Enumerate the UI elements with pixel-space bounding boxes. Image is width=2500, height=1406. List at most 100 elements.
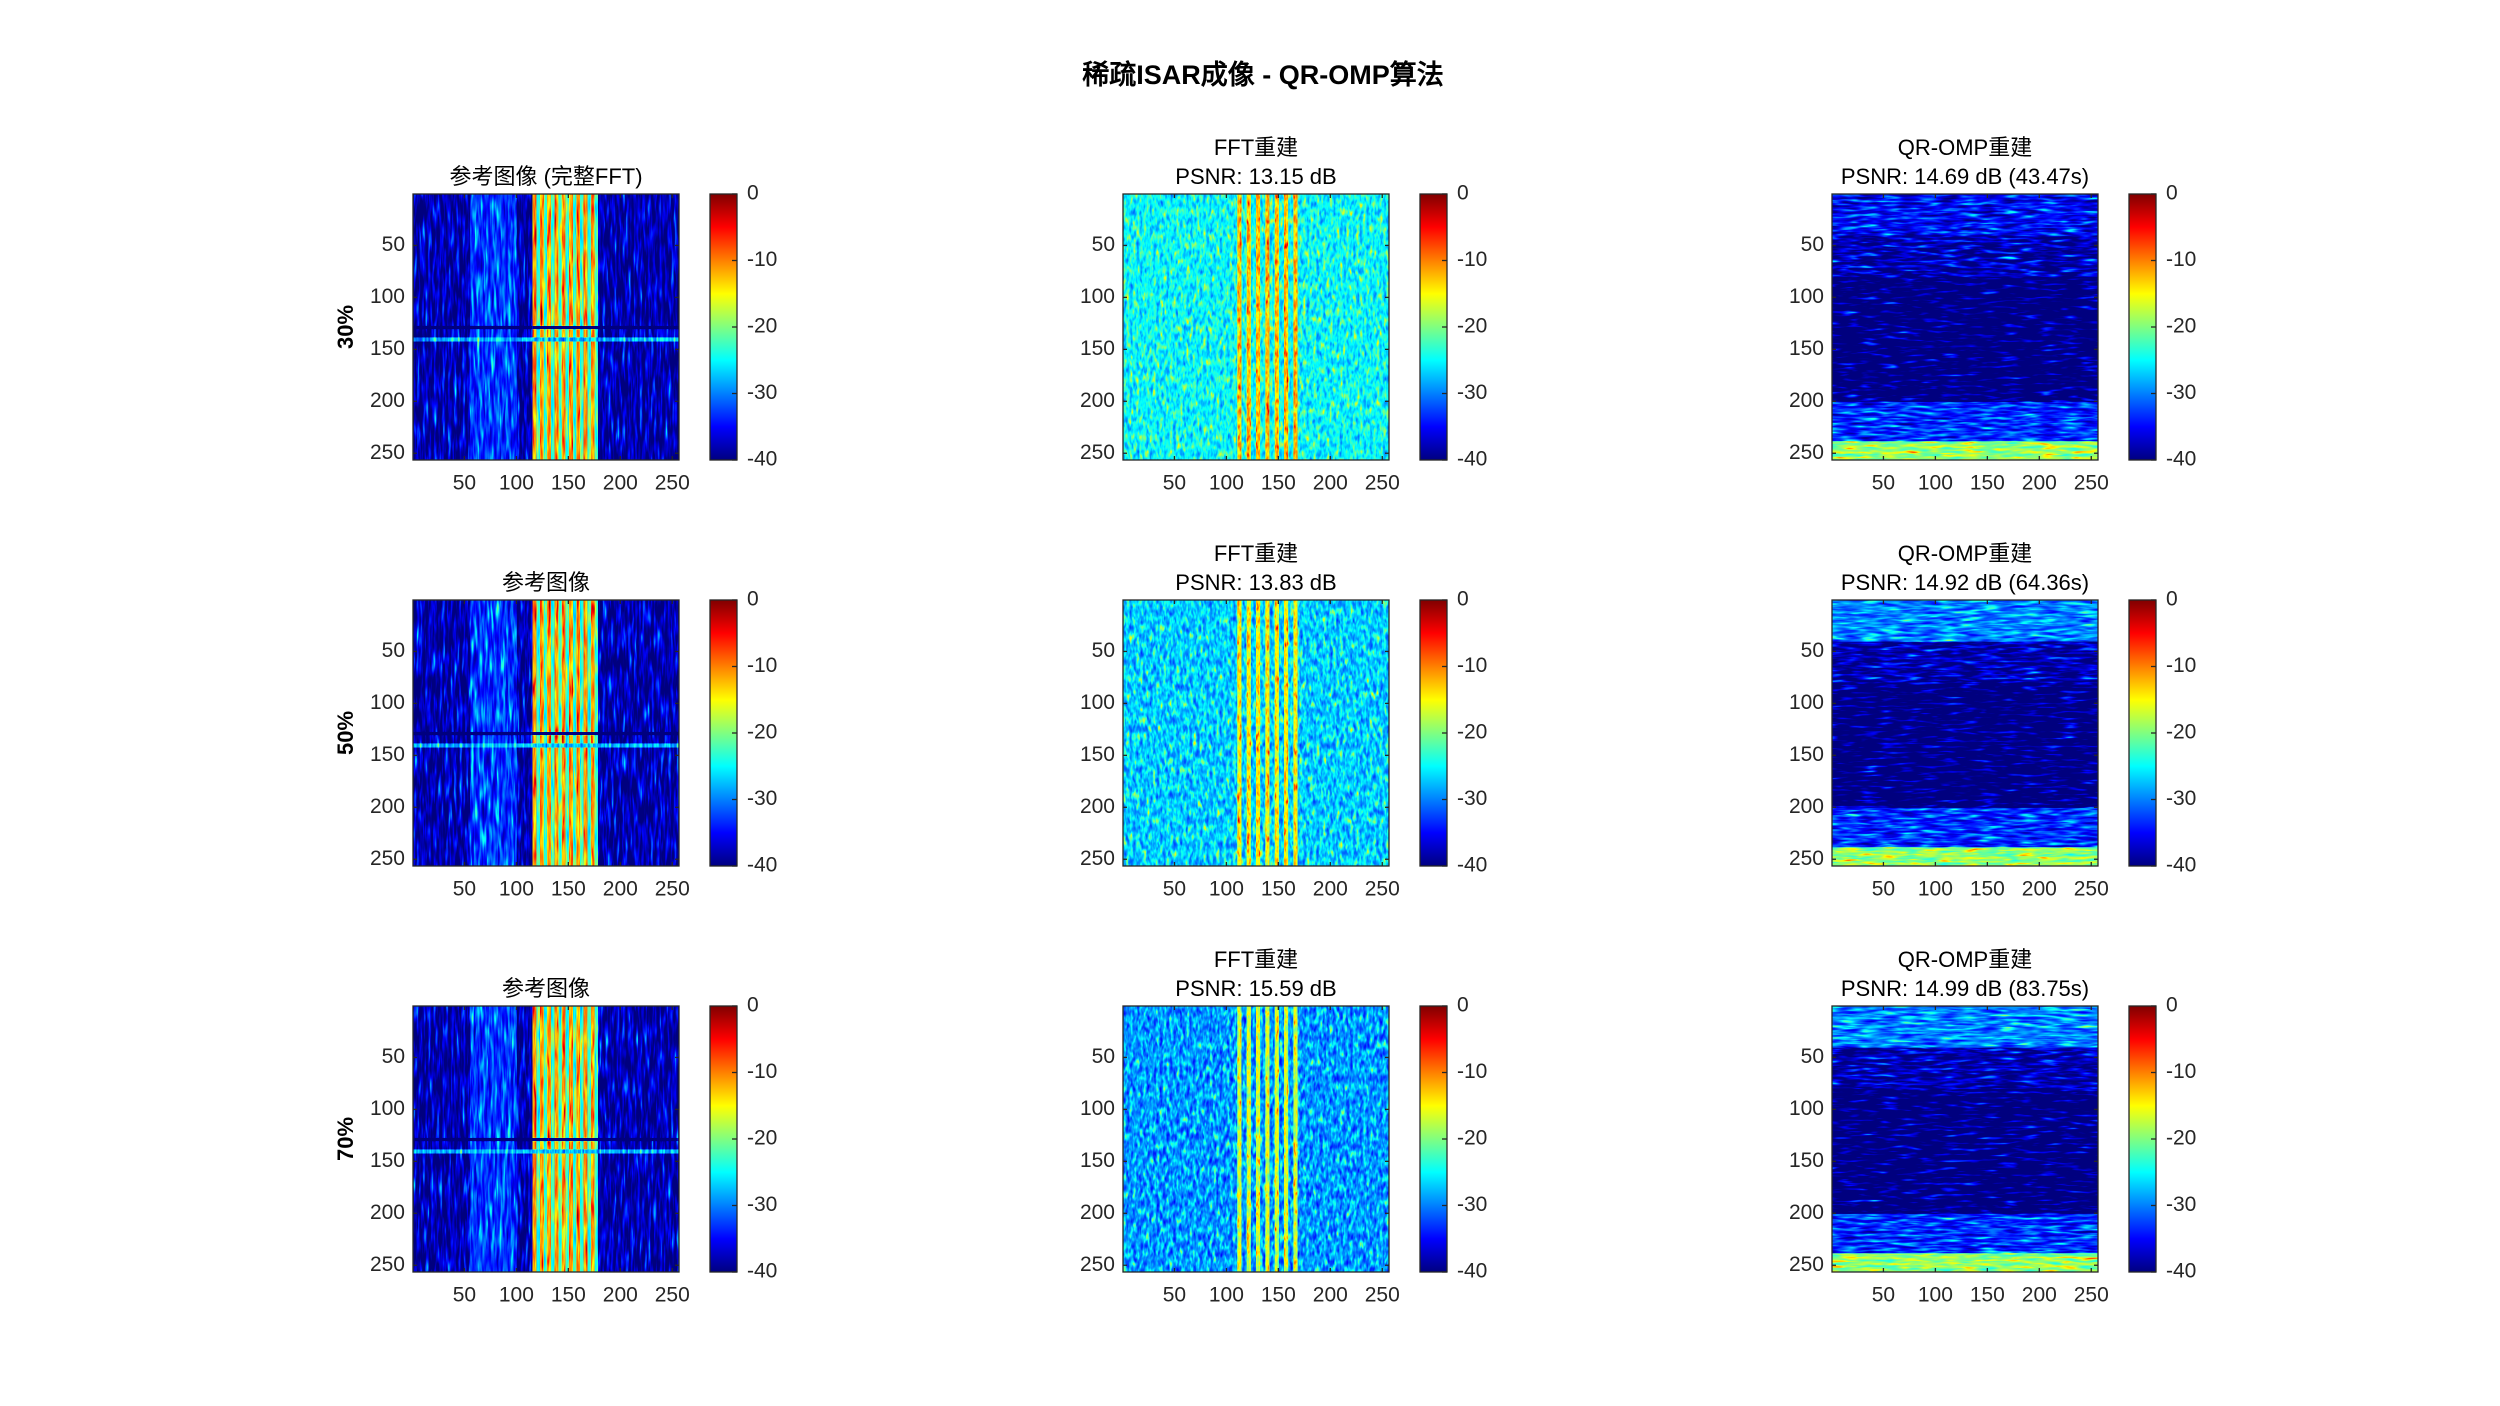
x-tick-label: 200	[2022, 1284, 2057, 1307]
x-tick-label: 50	[1163, 1284, 1186, 1307]
x-tick-label: 200	[1313, 1284, 1348, 1307]
x-tick-label: 50	[1872, 878, 1895, 901]
colorbar-tick-label: -30	[747, 787, 777, 810]
y-tick-label: 50	[1092, 639, 1115, 662]
x-tick-label: 100	[1209, 1284, 1244, 1307]
heatmap-image	[1123, 1006, 1389, 1272]
y-tick-label: 100	[1789, 1097, 1824, 1120]
y-tick-label: 200	[370, 1201, 405, 1224]
colorbar-tick-label: -40	[2166, 1260, 2196, 1283]
y-tick-label: 50	[382, 639, 405, 662]
axes-box	[1122, 1005, 1390, 1273]
heatmap-image	[413, 194, 679, 460]
axes-box	[1831, 193, 2099, 461]
colorbar-tick-label: -40	[747, 1260, 777, 1283]
subplot-title: QR-OMP重建	[1898, 135, 2032, 160]
axes-box	[1122, 599, 1390, 867]
x-tick-label: 100	[1918, 878, 1953, 901]
x-tick-label: 250	[655, 472, 690, 495]
axes-box	[1831, 599, 2099, 867]
y-tick-label: 250	[370, 1253, 405, 1276]
y-tick-label: 250	[1080, 441, 1115, 464]
heatmap-image	[1832, 600, 2098, 866]
x-tick-label: 150	[1970, 472, 2005, 495]
y-tick-label: 250	[1789, 847, 1824, 870]
x-tick-label: 200	[603, 878, 638, 901]
colorbar-tick-label: 0	[1457, 588, 1469, 611]
colorbar-tick-label: -20	[747, 315, 777, 338]
x-tick-label: 200	[1313, 878, 1348, 901]
figure-title: 稀疏ISAR成像 - QR-OMP算法	[1082, 59, 1444, 90]
x-tick-label: 50	[1163, 472, 1186, 495]
x-tick-label: 200	[2022, 472, 2057, 495]
y-tick-label: 250	[370, 441, 405, 464]
y-tick-label: 150	[1789, 337, 1824, 360]
x-tick-label: 150	[1261, 1284, 1296, 1307]
x-tick-label: 250	[1365, 472, 1400, 495]
y-tick-label: 100	[370, 1097, 405, 1120]
x-tick-label: 250	[1365, 878, 1400, 901]
y-tick-label: 150	[1080, 337, 1115, 360]
subplot-title: 参考图像 (完整FFT)	[449, 164, 642, 189]
colorbar-tick-label: -30	[1457, 1193, 1487, 1216]
y-tick-label: 200	[1789, 389, 1824, 412]
x-tick-label: 100	[1209, 472, 1244, 495]
subplot-title: PSNR: 14.92 dB (64.36s)	[1841, 570, 2089, 595]
colorbar-tick-label: -30	[747, 1193, 777, 1216]
colorbar-tick-label: -10	[2166, 654, 2196, 677]
x-tick-label: 50	[1163, 878, 1186, 901]
colorbar-tick-label: 0	[2166, 994, 2178, 1017]
x-tick-label: 100	[1918, 1284, 1953, 1307]
axes-box	[412, 599, 680, 867]
y-tick-label: 200	[1080, 795, 1115, 818]
y-axis-label: 30%	[333, 305, 358, 349]
x-tick-label: 200	[1313, 472, 1348, 495]
colorbar-tick-label: -40	[747, 854, 777, 877]
y-tick-label: 200	[1080, 389, 1115, 412]
x-tick-label: 250	[2074, 878, 2109, 901]
x-tick-label: 200	[603, 1284, 638, 1307]
x-tick-label: 50	[1872, 472, 1895, 495]
y-tick-label: 100	[370, 691, 405, 714]
subplot-title: 参考图像	[502, 976, 590, 1001]
x-tick-label: 200	[2022, 878, 2057, 901]
colorbar-tick-label: 0	[1457, 994, 1469, 1017]
y-tick-label: 100	[1080, 1097, 1115, 1120]
colorbar-tick-label: -10	[2166, 1060, 2196, 1083]
colorbar-tick-label: -10	[1457, 654, 1487, 677]
colorbar-tick-label: -20	[1457, 315, 1487, 338]
y-tick-label: 200	[1080, 1201, 1115, 1224]
subplot-title: PSNR: 14.99 dB (83.75s)	[1841, 976, 2089, 1001]
colorbar-tick-label: -30	[1457, 381, 1487, 404]
y-tick-label: 100	[1789, 285, 1824, 308]
x-tick-label: 50	[1872, 1284, 1895, 1307]
heatmap-image	[1123, 194, 1389, 460]
colorbar-tick-label: 0	[747, 182, 759, 205]
colorbar-tick-label: -30	[2166, 381, 2196, 404]
colorbar-tick-label: -40	[1457, 854, 1487, 877]
y-tick-label: 250	[1080, 847, 1115, 870]
colorbar-tick-label: -10	[2166, 248, 2196, 271]
subplot-title: PSNR: 15.59 dB	[1175, 976, 1336, 1001]
x-tick-label: 100	[499, 878, 534, 901]
colorbar-tick-label: 0	[1457, 182, 1469, 205]
colorbar-tick-label: 0	[2166, 182, 2178, 205]
x-tick-label: 150	[551, 878, 586, 901]
y-tick-label: 200	[1789, 795, 1824, 818]
heatmap-image	[1123, 600, 1389, 866]
colorbar-tick-label: -10	[1457, 1060, 1487, 1083]
y-tick-label: 50	[1801, 233, 1824, 256]
y-tick-label: 100	[370, 285, 405, 308]
y-tick-label: 50	[1092, 233, 1115, 256]
y-tick-label: 250	[1080, 1253, 1115, 1276]
subplot-title: PSNR: 13.15 dB	[1175, 164, 1336, 189]
colorbar-tick-label: -30	[2166, 787, 2196, 810]
colorbar-tick-label: -40	[1457, 448, 1487, 471]
x-tick-label: 150	[1970, 1284, 2005, 1307]
x-tick-label: 150	[1970, 878, 2005, 901]
colorbar-tick-label: -20	[2166, 315, 2196, 338]
y-tick-label: 100	[1080, 285, 1115, 308]
x-tick-label: 50	[453, 878, 476, 901]
y-tick-label: 50	[382, 1045, 405, 1068]
